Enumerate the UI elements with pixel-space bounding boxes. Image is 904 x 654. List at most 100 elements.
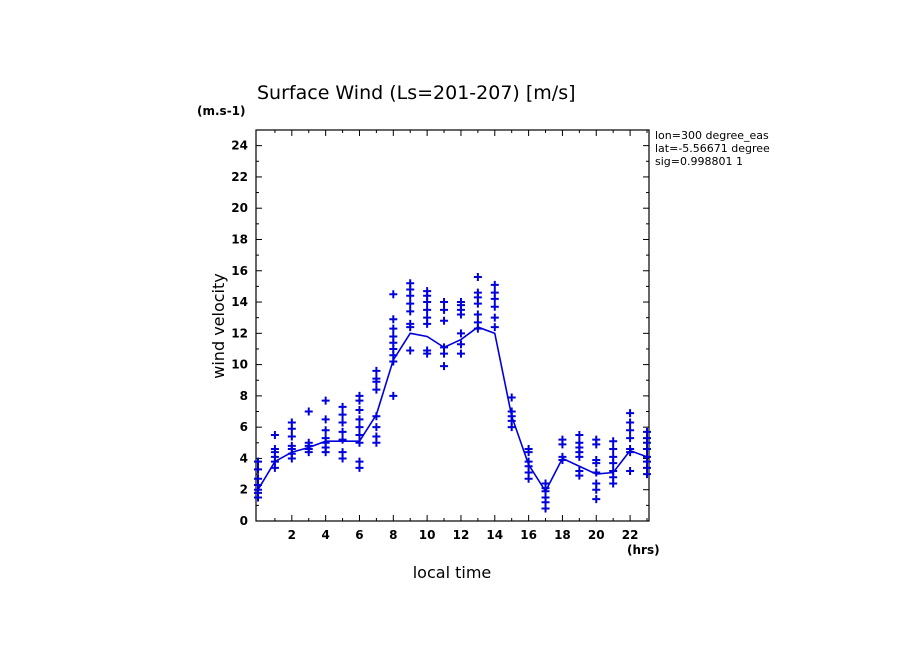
scatter-point <box>490 323 499 332</box>
x-tick-label: 4 <box>321 528 329 542</box>
x-tick-label: 20 <box>588 528 605 542</box>
scatter-point <box>254 474 262 483</box>
plot-frame <box>255 129 650 522</box>
y-tick-label: 18 <box>231 232 248 246</box>
scatter-point <box>490 280 499 289</box>
y-tick-label: 16 <box>231 264 248 278</box>
y-tick-label: 4 <box>240 451 248 465</box>
y-tick-label: 12 <box>231 326 248 340</box>
scatter-point <box>389 315 398 324</box>
y-tick-label: 10 <box>231 358 248 372</box>
y-tick-label: 20 <box>231 201 248 215</box>
y-tick-label: 2 <box>240 483 248 497</box>
scatter-point <box>406 346 415 355</box>
y-tick-label: 24 <box>231 139 248 153</box>
scatter-point <box>270 430 279 439</box>
scatter-point <box>372 432 381 441</box>
scatter-point <box>321 396 330 405</box>
scatter-point <box>304 407 313 416</box>
scatter-point <box>575 438 584 447</box>
scatter-point <box>406 307 415 316</box>
y-axis-label: wind velocity <box>209 273 228 378</box>
info-line-lon: lon=300 degree_eas <box>655 129 769 142</box>
scatter-point <box>338 448 347 457</box>
scatter-point <box>609 452 618 461</box>
scatter-point <box>355 405 364 414</box>
scatter-point <box>592 456 601 465</box>
scatter-point <box>372 385 381 394</box>
x-tick-label: 2 <box>288 528 296 542</box>
scatter-point <box>372 374 381 383</box>
info-line-sig: sig=0.998801 1 <box>655 155 743 168</box>
scatter-point <box>372 366 381 375</box>
scatter-point <box>558 435 567 444</box>
x-tick-label: 12 <box>453 528 470 542</box>
scatter-point <box>287 441 296 450</box>
scatter-point <box>490 288 499 297</box>
scatter-point <box>626 434 635 443</box>
scatter-point <box>270 445 279 454</box>
x-tick-label: 16 <box>520 528 537 542</box>
scatter-point <box>287 418 296 427</box>
scatter-point <box>440 305 449 314</box>
scatter-point <box>338 402 347 411</box>
x-axis-label: local time <box>413 563 492 582</box>
scatter-point <box>389 324 398 333</box>
scatter-point <box>626 418 635 427</box>
x-tick-label: 22 <box>622 528 639 542</box>
x-tick-label: 6 <box>355 528 363 542</box>
scatter-point <box>321 426 330 435</box>
scatter-point <box>389 332 398 341</box>
scatter-point <box>423 313 432 322</box>
y-tick-label: 0 <box>240 514 248 528</box>
info-line-lat: lat=-5.56671 degree <box>655 142 770 155</box>
scatter-point <box>626 466 635 475</box>
scatter-point <box>456 340 465 349</box>
mean-line <box>257 326 648 493</box>
scatter-point <box>440 316 449 325</box>
scatter-point <box>355 423 364 432</box>
data-marks <box>254 273 651 513</box>
scatter-point <box>406 299 415 308</box>
scatter-point <box>338 410 347 419</box>
scatter-point <box>406 319 415 328</box>
scatter-point <box>423 287 432 296</box>
scatter-point <box>355 430 364 439</box>
scatter-point <box>304 438 313 447</box>
scatter-point <box>609 466 618 475</box>
y-tick-label: 6 <box>240 420 248 434</box>
chart-title: Surface Wind (Ls=201-207) [m/s] <box>257 82 576 104</box>
scatter-point <box>372 423 381 432</box>
scatter-point <box>575 466 584 475</box>
y-axis-unit: (m.s-1) <box>197 104 246 118</box>
scatter-point <box>524 445 533 454</box>
scatter-point <box>490 302 499 311</box>
scatter-point <box>456 298 465 307</box>
scatter-point <box>473 310 482 319</box>
y-tick-label: 14 <box>231 295 248 309</box>
y-tick-label: 22 <box>231 170 248 184</box>
scatter-point <box>575 430 584 439</box>
scatter-point <box>254 457 262 466</box>
x-axis-unit: (hrs) <box>627 543 660 557</box>
scatter-point <box>490 313 499 322</box>
scatter-point <box>406 279 415 288</box>
scatter-point <box>456 329 465 338</box>
scatter-point <box>389 391 398 400</box>
scatter-point <box>609 437 618 446</box>
scatter-point <box>321 415 330 424</box>
scatter-point <box>423 305 432 314</box>
x-tick-label: 18 <box>554 528 571 542</box>
scatter-point <box>609 445 618 454</box>
scatter-point <box>507 393 516 402</box>
scatter-point <box>338 435 347 444</box>
scatter-point <box>541 479 550 488</box>
scatter-point <box>423 346 432 355</box>
scatter-point <box>643 427 651 436</box>
scatter-point <box>355 391 364 400</box>
scatter-point <box>287 432 296 441</box>
y-tick-label: 8 <box>240 389 248 403</box>
scatter-point <box>626 409 635 418</box>
